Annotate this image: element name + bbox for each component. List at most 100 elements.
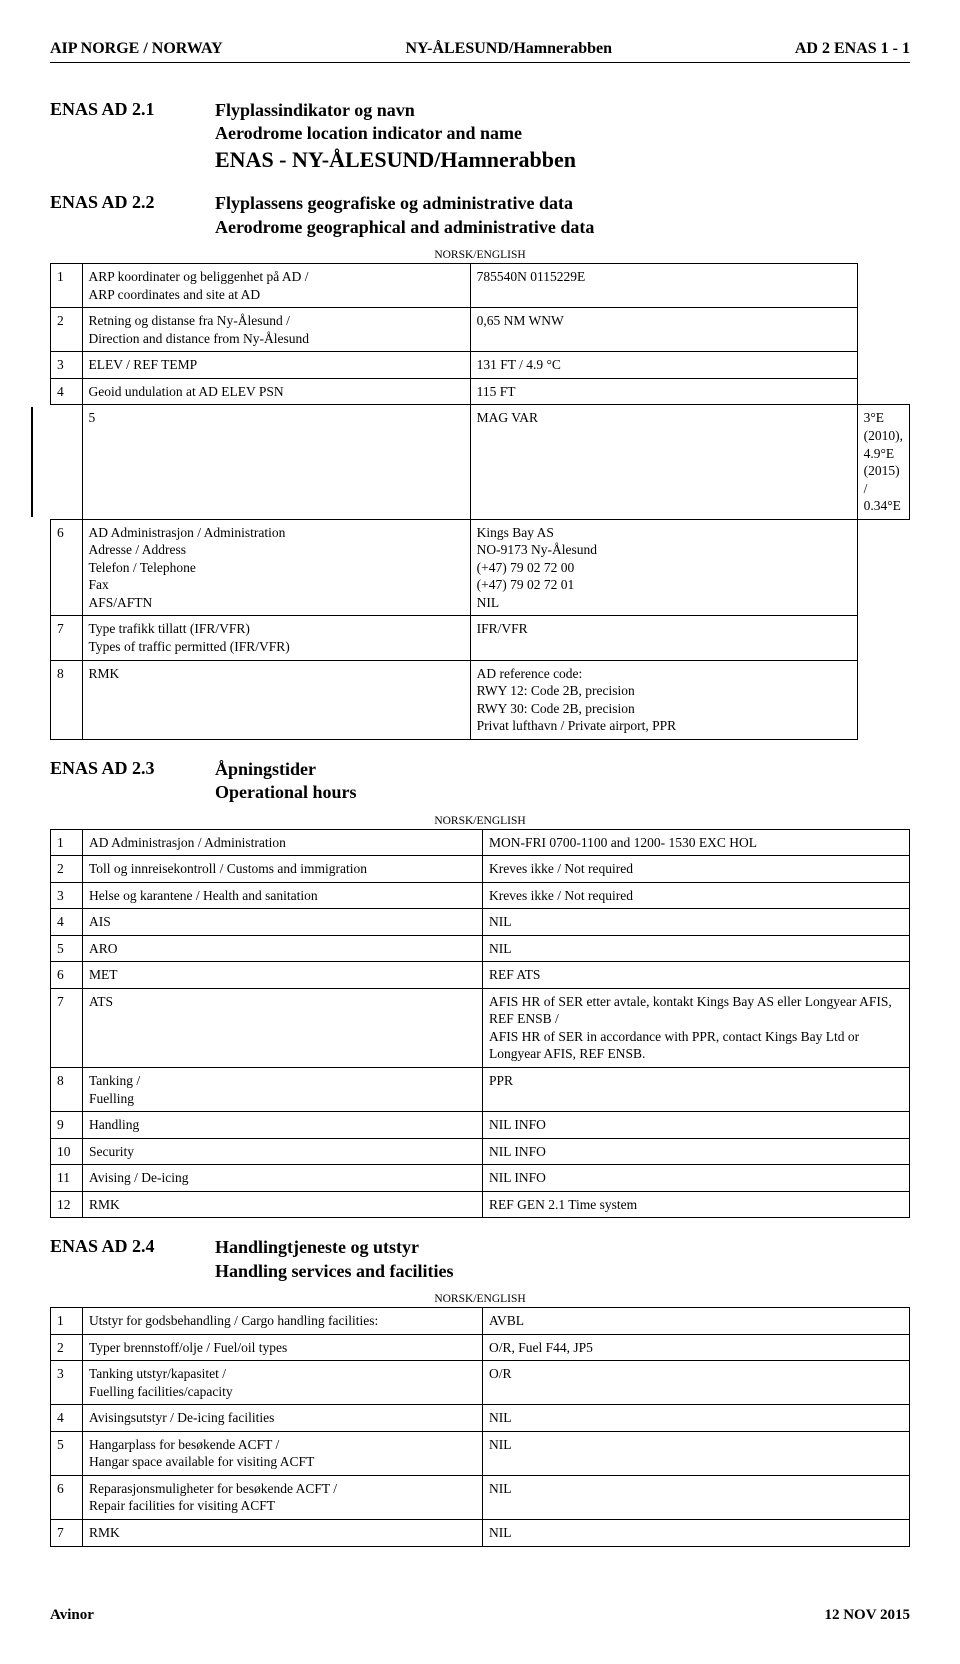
row-number: 5 bbox=[51, 935, 83, 962]
table-row: 4Geoid undulation at AD ELEV PSN115 FT bbox=[51, 378, 910, 405]
row-value: AVBL bbox=[483, 1308, 910, 1335]
table-row: 2Typer brennstoff/olje / Fuel/oil typesO… bbox=[51, 1334, 910, 1361]
table-row: 9HandlingNIL INFO bbox=[51, 1112, 910, 1139]
row-label: MAG VAR bbox=[470, 405, 857, 519]
row-label: Tanking /Fuelling bbox=[83, 1067, 483, 1111]
row-value: NIL INFO bbox=[483, 1138, 910, 1165]
row-number: 10 bbox=[51, 1138, 83, 1165]
title-no: Flyplassindikator og navn bbox=[215, 100, 415, 120]
table-row: 4AISNIL bbox=[51, 909, 910, 936]
table-row: 1AD Administrasjon / AdministrationMON-F… bbox=[51, 829, 910, 856]
row-label: Tanking utstyr/kapasitet /Fuelling facil… bbox=[83, 1361, 483, 1405]
row-value: REF GEN 2.1 Time system bbox=[483, 1191, 910, 1218]
table-row: 5ARONIL bbox=[51, 935, 910, 962]
table-row: 1ARP koordinater og beliggenhet på AD /A… bbox=[51, 264, 910, 308]
row-number: 6 bbox=[51, 962, 83, 989]
table-row: 3Tanking utstyr/kapasitet /Fuelling faci… bbox=[51, 1361, 910, 1405]
row-value: MON-FRI 0700-1100 and 1200- 1530 EXC HOL bbox=[483, 829, 910, 856]
row-label: ELEV / REF TEMP bbox=[82, 352, 470, 379]
row-label: Hangarplass for besøkende ACFT /Hangar s… bbox=[83, 1431, 483, 1475]
row-label: AD Administrasjon / Administration bbox=[83, 829, 483, 856]
section-title: Handlingtjeneste og utstyr Handling serv… bbox=[215, 1236, 454, 1283]
row-label: RMK bbox=[82, 660, 470, 739]
row-value: NIL INFO bbox=[483, 1165, 910, 1192]
row-label: ARP koordinater og beliggenhet på AD /AR… bbox=[82, 264, 470, 308]
header-rule bbox=[50, 62, 910, 63]
header-left: AIP NORGE / NORWAY bbox=[50, 40, 223, 58]
table-row: 5MAG VAR3°E (2010), 4.9°E (2015) / 0.34°… bbox=[51, 405, 910, 519]
section-2-3-head: ENAS AD 2.3 Åpningstider Operational hou… bbox=[50, 758, 910, 805]
title-no: Handlingtjeneste og utstyr bbox=[215, 1237, 419, 1257]
table-row: 4Avisingsutstyr / De-icing facilitiesNIL bbox=[51, 1405, 910, 1432]
row-label: Helse og karantene / Health and sanitati… bbox=[83, 882, 483, 909]
row-value: Kreves ikke / Not required bbox=[483, 882, 910, 909]
row-value: Kings Bay ASNO-9173 Ny-Ålesund(+47) 79 0… bbox=[470, 519, 857, 616]
row-label: Type trafikk tillatt (IFR/VFR)Types of t… bbox=[82, 616, 470, 660]
row-value: PPR bbox=[483, 1067, 910, 1111]
row-label: AD Administrasjon / AdministrationAdress… bbox=[82, 519, 470, 616]
title-en: Aerodrome location indicator and name bbox=[215, 123, 522, 143]
row-value: 115 FT bbox=[470, 378, 857, 405]
row-label: Toll og innreisekontroll / Customs and i… bbox=[83, 856, 483, 883]
table-row: 3ELEV / REF TEMP131 FT / 4.9 °C bbox=[51, 352, 910, 379]
page-footer: Avinor 12 NOV 2015 bbox=[50, 1607, 910, 1624]
table-row: 8Tanking /FuellingPPR bbox=[51, 1067, 910, 1111]
row-value: NIL bbox=[483, 1519, 910, 1546]
table-row: 6METREF ATS bbox=[51, 962, 910, 989]
row-number: 11 bbox=[51, 1165, 83, 1192]
row-value: O/R bbox=[483, 1361, 910, 1405]
row-label: MET bbox=[83, 962, 483, 989]
header-center: NY-ÅLESUND/Hamnerabben bbox=[405, 40, 612, 58]
row-label: RMK bbox=[83, 1519, 483, 1546]
section-code: ENAS AD 2.4 bbox=[50, 1236, 215, 1257]
row-number: 7 bbox=[51, 988, 83, 1067]
row-value: AFIS HR of SER etter avtale, kontakt Kin… bbox=[483, 988, 910, 1067]
row-number: 1 bbox=[51, 264, 83, 308]
table-row: 7Type trafikk tillatt (IFR/VFR)Types of … bbox=[51, 616, 910, 660]
table-row: 7ATSAFIS HR of SER etter avtale, kontakt… bbox=[51, 988, 910, 1067]
section-2-2-head: ENAS AD 2.2 Flyplassens geografiske og a… bbox=[50, 192, 910, 239]
row-label: Typer brennstoff/olje / Fuel/oil types bbox=[83, 1334, 483, 1361]
page-header: AIP NORGE / NORWAY NY-ÅLESUND/Hamnerabbe… bbox=[50, 40, 910, 62]
table-section-2-3: 1AD Administrasjon / AdministrationMON-F… bbox=[50, 829, 910, 1219]
row-value: NIL bbox=[483, 1475, 910, 1519]
row-value: NIL bbox=[483, 1431, 910, 1475]
row-number: 5 bbox=[51, 1431, 83, 1475]
title-no: Flyplassens geografiske og administrativ… bbox=[215, 193, 573, 213]
row-number: 8 bbox=[51, 1067, 83, 1111]
row-number: 2 bbox=[51, 308, 83, 352]
table-row: 5Hangarplass for besøkende ACFT /Hangar … bbox=[51, 1431, 910, 1475]
header-right: AD 2 ENAS 1 - 1 bbox=[795, 40, 910, 58]
table-caption: NORSK/ENGLISH bbox=[50, 1293, 910, 1305]
row-number: 3 bbox=[51, 352, 83, 379]
section-code: ENAS AD 2.1 bbox=[50, 99, 215, 120]
section-title: Flyplassens geografiske og administrativ… bbox=[215, 192, 594, 239]
section-code: ENAS AD 2.2 bbox=[50, 192, 215, 213]
row-label: Retning og distanse fra Ny-Ålesund /Dire… bbox=[82, 308, 470, 352]
row-number: 4 bbox=[51, 909, 83, 936]
row-value: 3°E (2010), 4.9°E (2015) / 0.34°E bbox=[857, 405, 909, 519]
table-section-2-2: 1ARP koordinater og beliggenhet på AD /A… bbox=[50, 263, 910, 740]
row-value: NIL bbox=[483, 935, 910, 962]
row-number: 1 bbox=[51, 1308, 83, 1335]
table-row: 2Toll og innreisekontroll / Customs and … bbox=[51, 856, 910, 883]
row-number: 4 bbox=[51, 1405, 83, 1432]
row-label: Security bbox=[83, 1138, 483, 1165]
row-label: Utstyr for godsbehandling / Cargo handli… bbox=[83, 1308, 483, 1335]
row-label: AIS bbox=[83, 909, 483, 936]
table-row: 8RMKAD reference code:RWY 12: Code 2B, p… bbox=[51, 660, 910, 739]
title-en: Handling services and facilities bbox=[215, 1261, 454, 1281]
row-value: AD reference code:RWY 12: Code 2B, preci… bbox=[470, 660, 857, 739]
table-section-2-4: 1Utstyr for godsbehandling / Cargo handl… bbox=[50, 1307, 910, 1546]
section-title: Flyplassindikator og navn Aerodrome loca… bbox=[215, 99, 576, 174]
table-row: 7RMKNIL bbox=[51, 1519, 910, 1546]
row-number: 7 bbox=[51, 1519, 83, 1546]
section-title: Åpningstider Operational hours bbox=[215, 758, 357, 805]
row-label: ATS bbox=[83, 988, 483, 1067]
row-number: 2 bbox=[51, 856, 83, 883]
row-label: Avisingsutstyr / De-icing facilities bbox=[83, 1405, 483, 1432]
section-2-4-head: ENAS AD 2.4 Handlingtjeneste og utstyr H… bbox=[50, 1236, 910, 1283]
row-label: Avising / De-icing bbox=[83, 1165, 483, 1192]
footer-right: 12 NOV 2015 bbox=[824, 1607, 910, 1624]
title-en: Aerodrome geographical and administrativ… bbox=[215, 217, 594, 237]
